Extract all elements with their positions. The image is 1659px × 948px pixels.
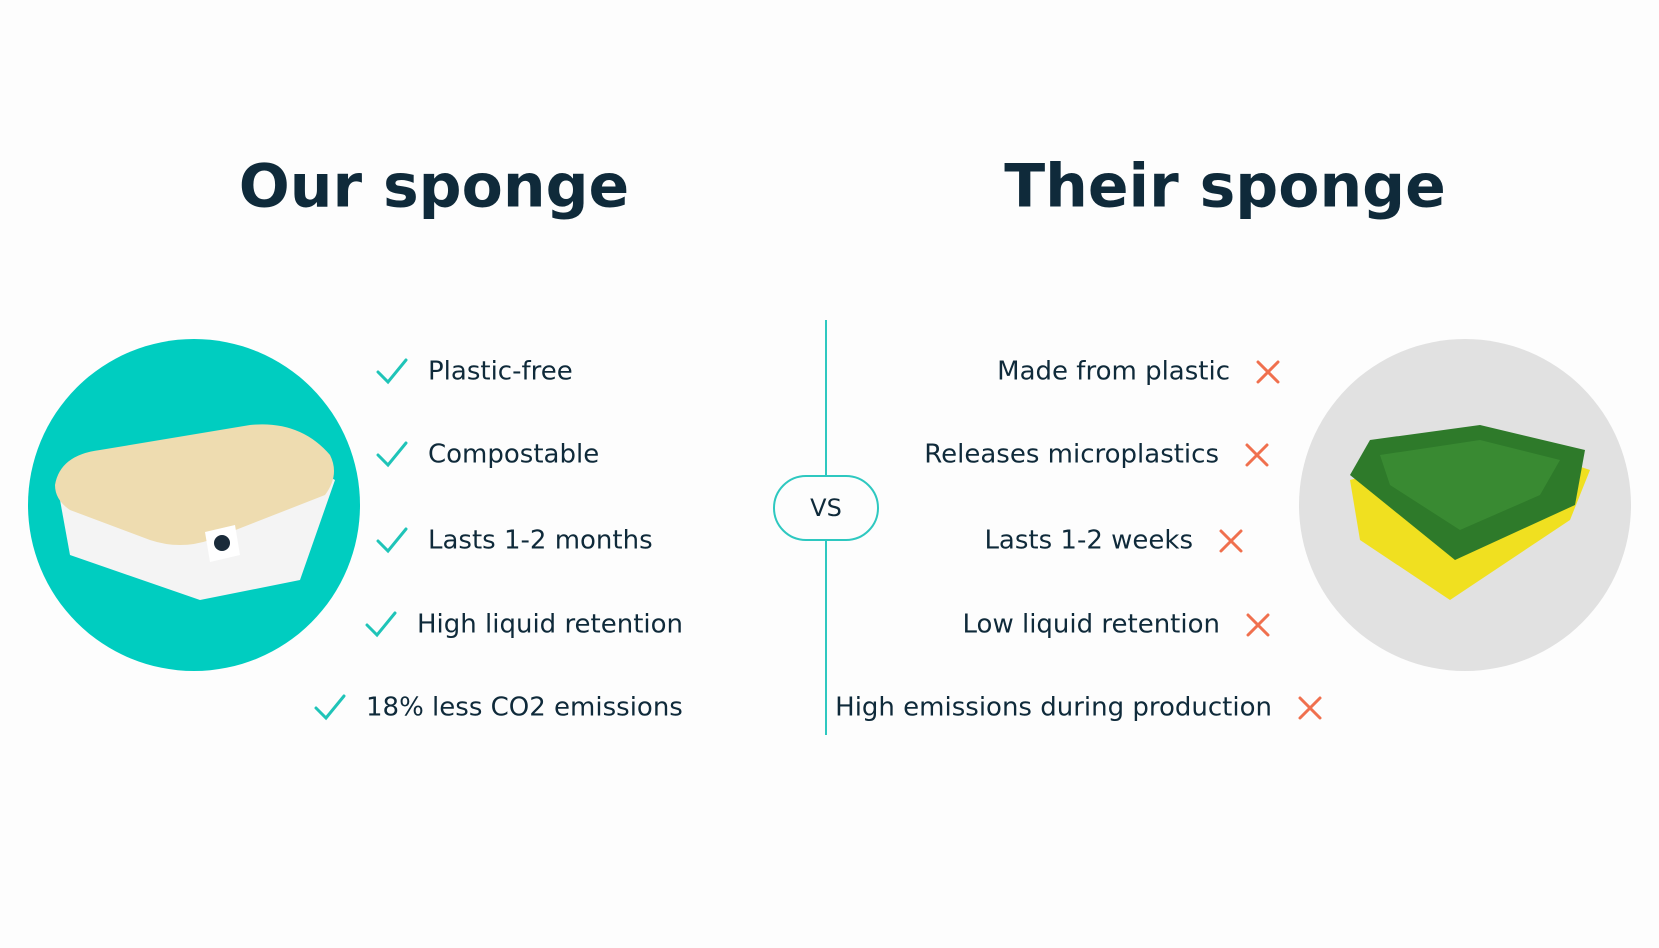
right-item: High emissions during production [835,693,1272,723]
cross-icon [1246,613,1270,637]
right-item: Low liquid retention [963,610,1220,640]
cross-icon [1245,443,1269,467]
left-item: Compostable [428,440,599,470]
left-item: Plastic-free [428,357,573,387]
check-icon [376,441,408,468]
left-title: Our sponge [239,152,629,222]
synthetic-sponge [1350,425,1590,600]
right-item: Releases microplastics [924,440,1219,470]
natural-sponge [55,424,335,600]
cross-icon [1298,696,1322,720]
cross-icon [1256,360,1280,384]
vs-pill [773,475,879,541]
right-item: Lasts 1-2 weeks [984,526,1193,556]
check-icon [376,358,408,385]
check-icon [376,527,408,554]
check-icon [365,611,397,638]
right-item: Made from plastic [997,357,1230,387]
left-item: Lasts 1-2 months [428,526,653,556]
right-title: Their sponge [1004,152,1446,222]
left-item: High liquid retention [417,610,683,640]
cross-icon [1219,529,1243,553]
vs-label: VS [810,494,842,522]
check-icon [314,694,346,721]
left-item: 18% less CO2 emissions [366,693,683,723]
